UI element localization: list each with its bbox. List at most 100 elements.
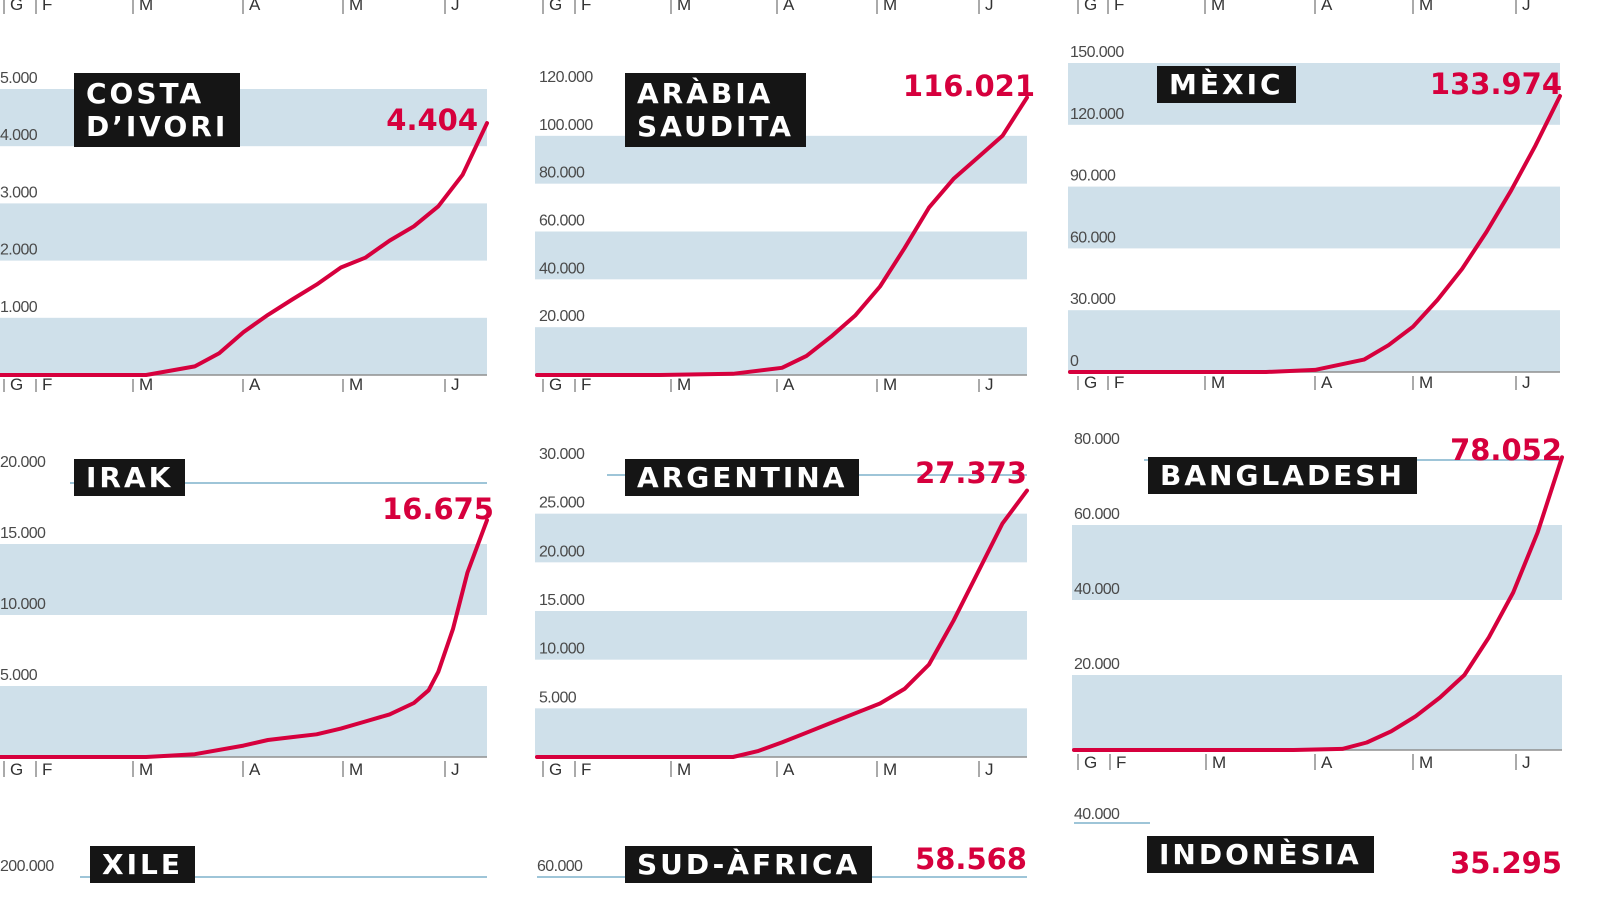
month-label: M (677, 375, 691, 394)
final-value-label: 27.373 (915, 456, 1027, 490)
chart-title-indonesia: INDONÈSIA (1147, 836, 1374, 873)
y-tick-label: 1.000 (0, 299, 38, 316)
grid-band (535, 231, 1027, 280)
chart-arabia-saudita: 120.000 100.000 80.000 60.000 40.000 20.000 11… (535, 69, 1035, 394)
month-label: M (1212, 753, 1226, 772)
y-tick-label: 15.000 (0, 525, 46, 542)
y-tick-label: 80.000 (1074, 431, 1120, 448)
month-label: G (549, 375, 562, 394)
y-tick-label: 60.000 (537, 858, 583, 875)
grid-band (535, 708, 1027, 757)
chart-irak: 20.000 15.000 10.000 5.000 16.675 G F M A M J (0, 454, 494, 779)
month-label: A (1321, 0, 1333, 14)
month-label: M (139, 0, 153, 14)
month-label: F (581, 375, 591, 394)
series-line (1072, 455, 1564, 752)
y-tick-label: 20.000 (1074, 656, 1120, 673)
grid-band (0, 544, 487, 615)
month-label: M (1419, 0, 1433, 14)
month-label: G (10, 760, 23, 779)
y-tick-label: 5.000 (0, 667, 38, 684)
month-label: M (883, 375, 897, 394)
y-tick-label: 30.000 (539, 446, 585, 463)
month-label: G (1084, 373, 1097, 392)
month-label: M (677, 0, 691, 14)
month-label: A (783, 375, 795, 394)
series-line (535, 488, 1029, 759)
chart-sud-africa: 60.000 58.568 (537, 842, 1027, 878)
month-label: G (1084, 0, 1097, 14)
y-tick-label: 120.000 (539, 69, 593, 86)
final-value-label: 116.021 (903, 69, 1035, 103)
chart-title-mexic: MÈXIC (1157, 66, 1296, 103)
y-tick-label: 20.000 (539, 543, 585, 560)
y-tick-label: 60.000 (1074, 506, 1120, 523)
final-value-label: 35.295 (1450, 846, 1562, 880)
chart-title-argentina: ARGENTINA (625, 459, 860, 496)
y-tick-label: 5.000 (0, 70, 38, 87)
y-tick-label: 90.000 (1070, 168, 1116, 185)
series-line (1068, 94, 1562, 374)
chart-title-irak: IRAK (74, 459, 186, 496)
y-tick-label: 20.000 (0, 454, 46, 471)
final-value-label: 133.974 (1430, 67, 1562, 101)
grid-band (0, 317, 487, 375)
final-value-label: 58.568 (915, 842, 1027, 876)
y-tick-label: 40.000 (1074, 581, 1120, 598)
chart-bangladesh: 80.000 60.000 40.000 20.000 78.052 G F M A M J (1072, 431, 1564, 772)
month-label: A (1321, 753, 1333, 772)
y-tick-label: 40.000 (1074, 806, 1120, 823)
y-tick-label: 3.000 (0, 184, 38, 201)
month-label: F (42, 375, 52, 394)
month-label: M (1419, 753, 1433, 772)
month-label: F (581, 0, 591, 14)
month-label: M (1211, 0, 1225, 14)
grid-band (1068, 186, 1560, 249)
y-tick-label: 10.000 (539, 641, 585, 658)
y-tick-label: 5.000 (539, 689, 577, 706)
y-tick-label: 0 (1070, 353, 1079, 370)
y-tick-label: 20.000 (539, 308, 585, 325)
chart-indonesia: 40.000 35.295 (1074, 806, 1562, 880)
month-label: F (1114, 373, 1124, 392)
final-value-label: 78.052 (1450, 433, 1562, 467)
chart-title-bangladesh: BANGLADESH (1148, 457, 1417, 494)
month-label: M (139, 760, 153, 779)
chart-argentina: 30.000 25.000 20.000 15.000 10.000 5.000 27.37… (535, 446, 1029, 779)
series-line (0, 518, 489, 759)
chart-title-costa-divori: COSTA D’IVORI (74, 73, 241, 147)
y-tick-label: 4.000 (0, 127, 38, 144)
month-label: A (249, 375, 261, 394)
y-tick-label: 2.000 (0, 242, 38, 259)
month-label: J (451, 375, 460, 394)
chart-mexic: 150.000 120.000 90.000 60.000 30.000 0 133.974… (1068, 44, 1562, 392)
y-tick-label: 120.000 (1070, 106, 1124, 123)
y-tick-label: 10.000 (0, 596, 46, 613)
month-label: M (1211, 373, 1225, 392)
month-label: J (1522, 0, 1531, 14)
month-label: A (1321, 373, 1333, 392)
y-tick-label: 40.000 (539, 260, 585, 277)
month-label: J (1522, 753, 1531, 772)
month-label: J (985, 375, 994, 394)
chart-xile: 200.000 (0, 858, 487, 878)
month-label: F (581, 760, 591, 779)
y-tick-label: 80.000 (539, 165, 585, 182)
month-label: M (349, 375, 363, 394)
chart-title-sud-africa: SUD-ÀFRICA (625, 846, 873, 883)
y-tick-label: 100.000 (539, 117, 593, 134)
month-label: M (1419, 373, 1433, 392)
month-label: M (139, 375, 153, 394)
grid-band (1072, 525, 1562, 600)
month-label: M (677, 760, 691, 779)
grid-band (1072, 675, 1562, 750)
month-label: F (42, 760, 52, 779)
series-line (0, 121, 489, 377)
month-label: M (349, 0, 363, 14)
y-tick-label: 200.000 (0, 858, 54, 875)
month-label: J (985, 0, 994, 14)
final-value-label: 16.675 (382, 492, 494, 526)
